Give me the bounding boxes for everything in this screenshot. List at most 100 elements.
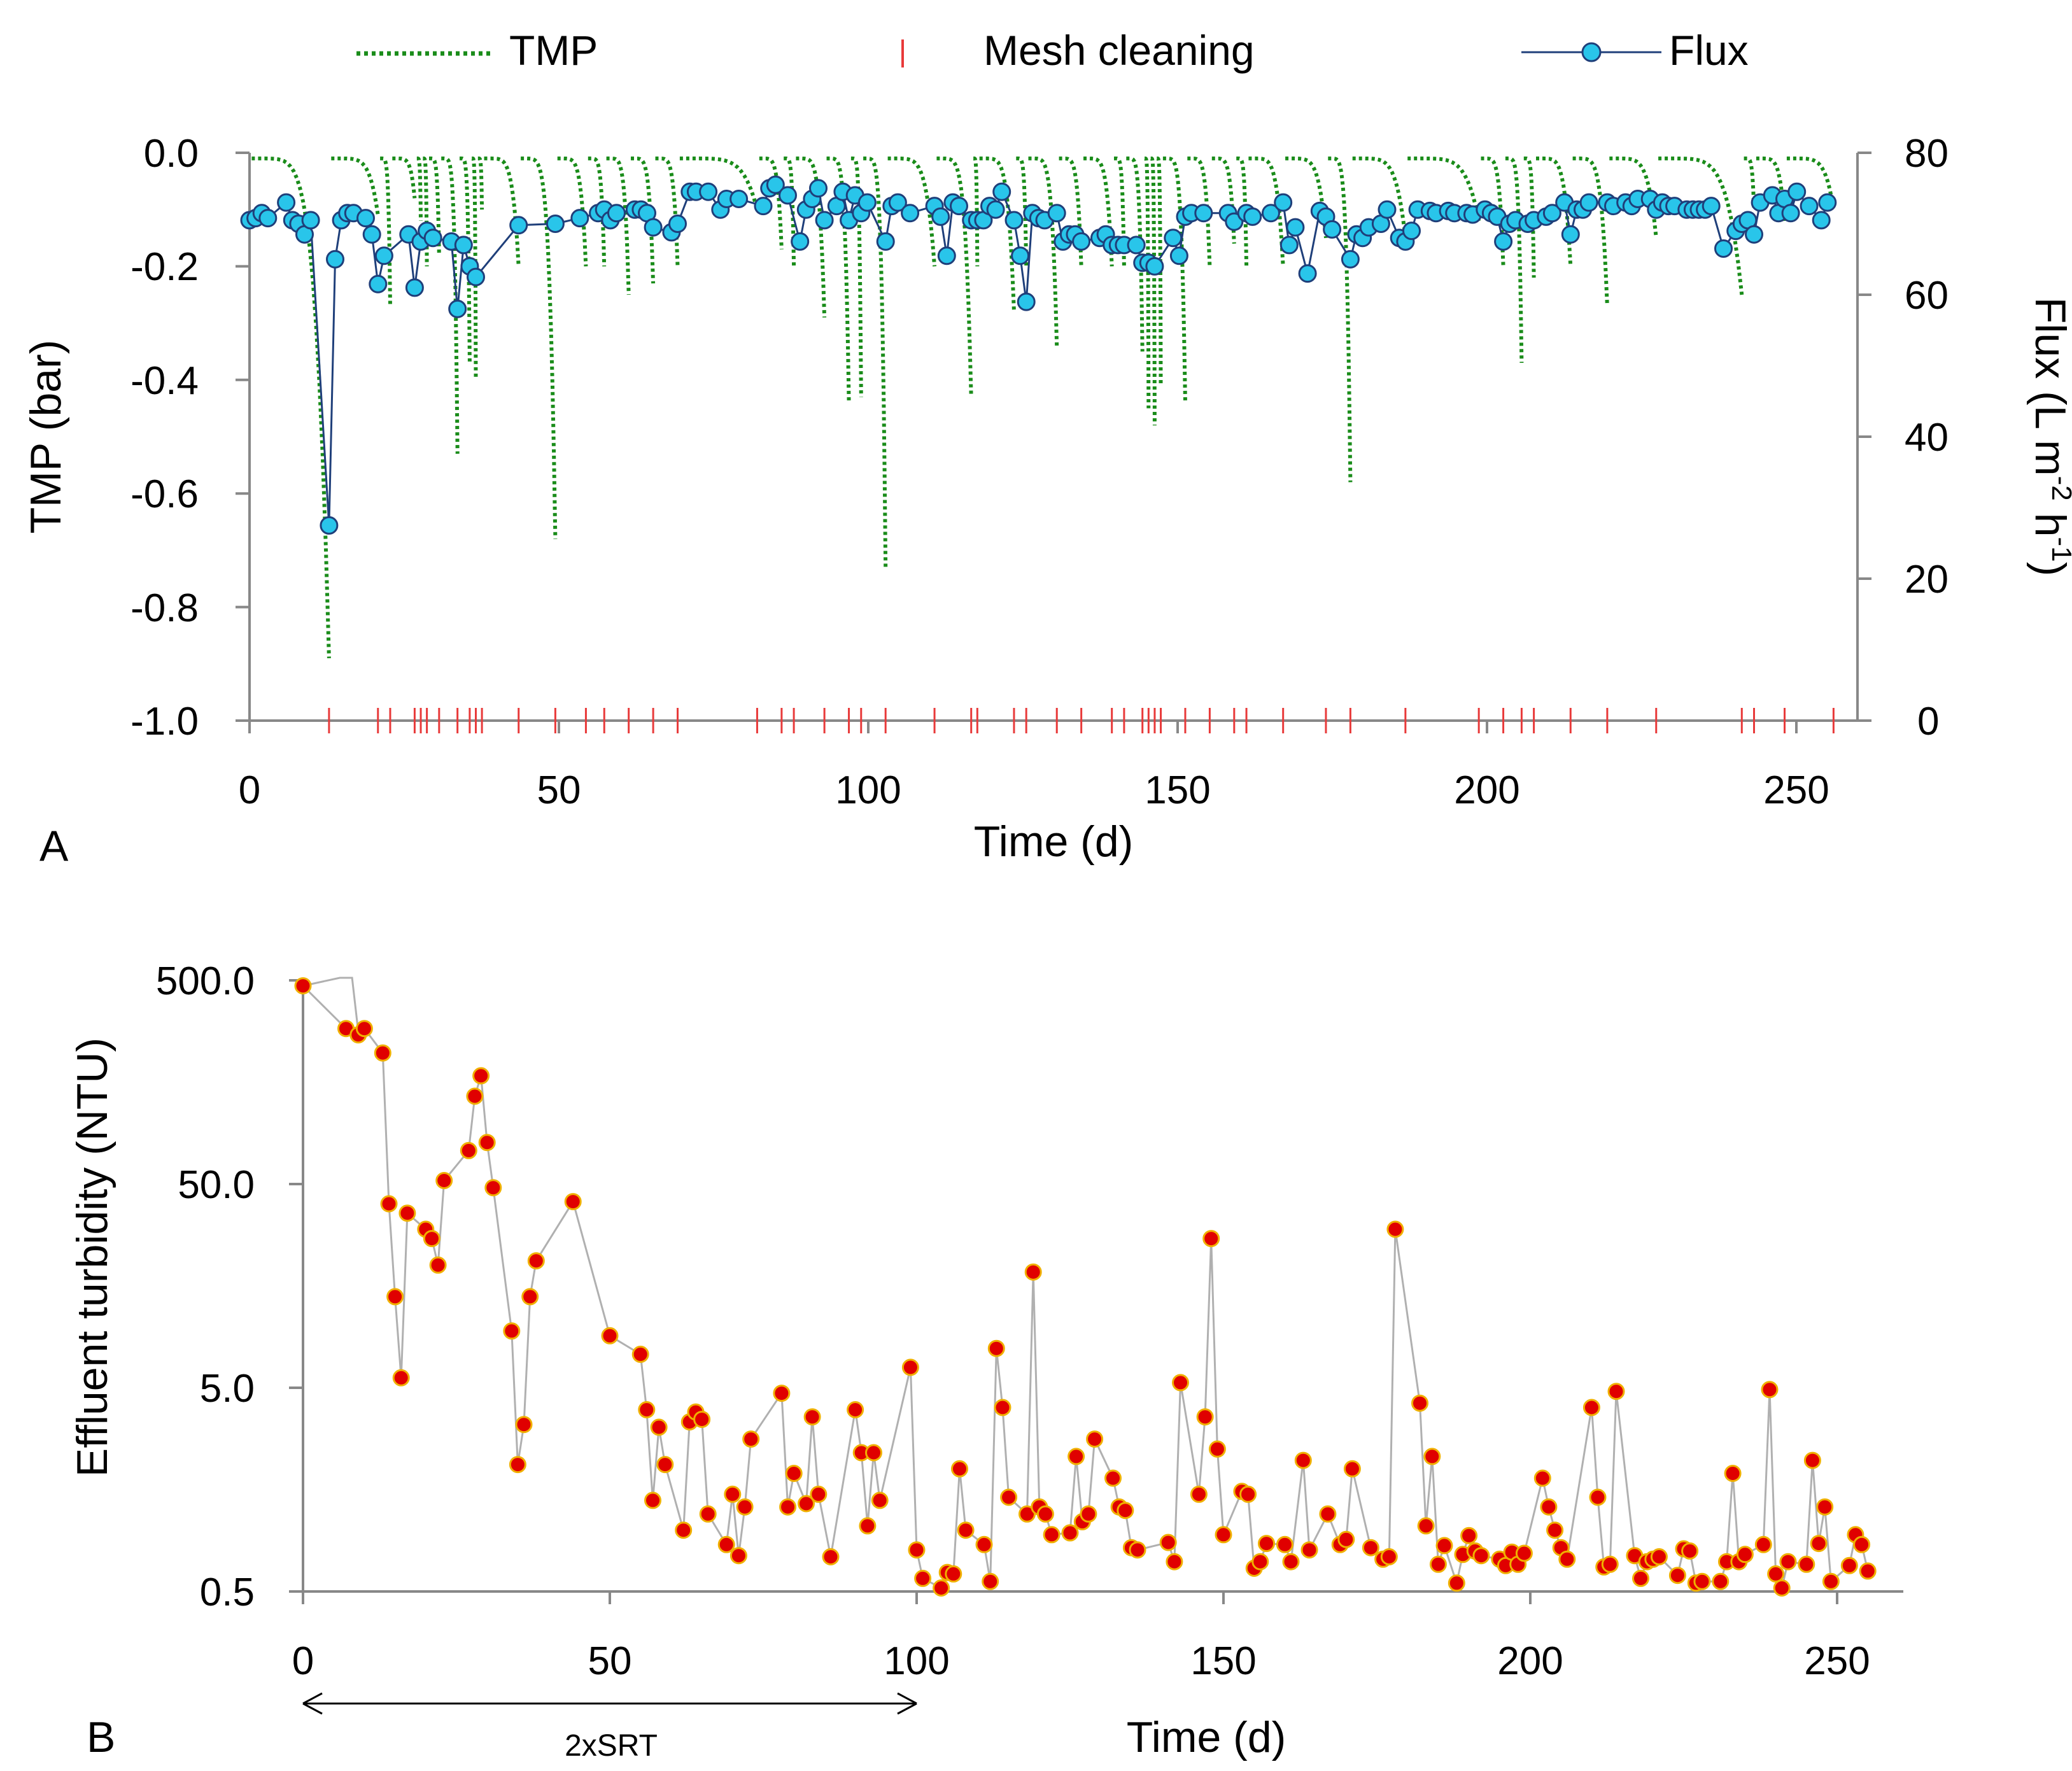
turbidity-point (1337, 1530, 1355, 1548)
flux-point (1274, 193, 1293, 212)
turbidity-point (1190, 1485, 1208, 1503)
turbidity-point (484, 1179, 502, 1197)
flux-point (668, 215, 687, 233)
flux-point (405, 278, 424, 297)
turbidity-point (398, 1204, 416, 1222)
tmp-cycle-line (1059, 156, 1083, 267)
flux-point (1341, 250, 1360, 269)
turbidity-point (1798, 1555, 1815, 1573)
turbidity-point (1840, 1556, 1858, 1574)
turbidity-point (1411, 1394, 1428, 1412)
flux-point (277, 193, 296, 212)
y-tick-label: 5.0 (200, 1367, 255, 1411)
tmp-cycle-line (380, 156, 392, 306)
flux-point (809, 179, 828, 198)
flux-point (1194, 204, 1213, 223)
flux-point (754, 197, 773, 216)
turbidity-point (1319, 1505, 1337, 1523)
flux-point (423, 229, 442, 248)
tmp-cycle-line (441, 156, 460, 454)
flux-point (1579, 193, 1598, 212)
y-tick-label: -0.6 (130, 472, 199, 516)
x-tick-label: 150 (1190, 1639, 1256, 1683)
turbidity-point (656, 1456, 674, 1474)
tmp-cycle-line (1609, 156, 1658, 239)
turbidity-point (717, 1535, 735, 1553)
y2-tick-label: 60 (1905, 274, 1949, 318)
turbidity-point (1061, 1524, 1079, 1542)
x-tick-label: 0 (239, 768, 260, 812)
panel-a-tmp-flux-chart: TMP Mesh cleaning Flux 0.0 -0.2 -0.4 -0.… (22, 27, 2072, 870)
tmp-cycle-line (588, 156, 607, 267)
flux-point (1745, 225, 1763, 244)
x-axis-ticks: 0 50 100 150 200 250 (292, 1591, 1870, 1683)
tmp-cycle-line (1523, 156, 1536, 278)
turbidity-point (1024, 1263, 1042, 1281)
tmp-cycle-line (477, 156, 484, 210)
turbidity-point (1754, 1535, 1772, 1553)
turbidity-point (1196, 1408, 1214, 1426)
turbidity-point (460, 1141, 477, 1159)
turbidity-point (785, 1465, 803, 1482)
x-tick-label: 150 (1145, 768, 1210, 812)
turbidity-point (515, 1416, 533, 1434)
turbidity-point (1558, 1550, 1576, 1568)
tmp-cycle-line (1162, 156, 1187, 403)
turbidity-point (1779, 1553, 1797, 1570)
x-tick-label: 100 (884, 1639, 949, 1683)
turbidity-point (1117, 1502, 1134, 1520)
tmp-cycle-line (1481, 156, 1505, 267)
turbidity-point (1853, 1535, 1871, 1553)
flux-point (1787, 182, 1807, 201)
flux-point (937, 246, 956, 265)
turbidity-point (386, 1288, 404, 1306)
tmp-cycle-line (973, 156, 980, 267)
flux-point (258, 209, 278, 228)
turbidity-point (779, 1498, 797, 1516)
tmp-cycle-line (471, 156, 478, 380)
flux-point (1714, 239, 1733, 258)
legend-tmp-label: TMP (509, 27, 598, 74)
flux-point (1494, 232, 1513, 251)
turbidity-point (1822, 1572, 1840, 1590)
turbidity-point (429, 1256, 447, 1274)
flux-point (1262, 204, 1280, 223)
turbidity-point (1343, 1460, 1361, 1478)
tmp-cycle-line (460, 156, 472, 363)
turbidity-point (871, 1492, 889, 1509)
flux-point (546, 215, 565, 233)
flux-point (1402, 222, 1421, 241)
flux-point (1279, 236, 1299, 255)
y2-label-part: h (2026, 501, 2072, 537)
turbidity-point (859, 1517, 877, 1535)
flux-point (1145, 257, 1164, 276)
turbidity-point (1540, 1498, 1558, 1516)
tmp-cycle-line (826, 156, 851, 403)
turbidity-point (564, 1193, 582, 1211)
tmp-cycle-line (484, 156, 521, 267)
flux-point (1017, 292, 1036, 311)
turbidity-point (865, 1444, 882, 1462)
flux-point (1127, 236, 1146, 255)
flux-point (448, 299, 467, 318)
turbidity-point (1086, 1430, 1104, 1448)
turbidity-point (1036, 1505, 1054, 1523)
turbidity-point (982, 1572, 999, 1590)
flux-point (356, 209, 375, 228)
turbidity-point (1668, 1567, 1686, 1584)
turbidity-point (1448, 1574, 1465, 1592)
turbidity-point (1276, 1535, 1293, 1553)
tmp-cycle-line (1211, 156, 1236, 244)
turbidity-point (1166, 1553, 1183, 1570)
turbidity-point (1582, 1399, 1600, 1416)
panel-label-a: A (39, 822, 69, 870)
x-tick-label: 0 (292, 1639, 314, 1683)
turbidity-point (509, 1456, 526, 1474)
turbidity-point (1859, 1562, 1877, 1580)
tmp-cycle-line (655, 156, 680, 267)
y2-tick-label: 20 (1905, 558, 1949, 602)
tmp-cycle-line (423, 156, 429, 267)
flux-point (509, 216, 528, 235)
x-tick-label: 50 (588, 1639, 632, 1683)
tmp-cycle-line (1156, 156, 1163, 386)
